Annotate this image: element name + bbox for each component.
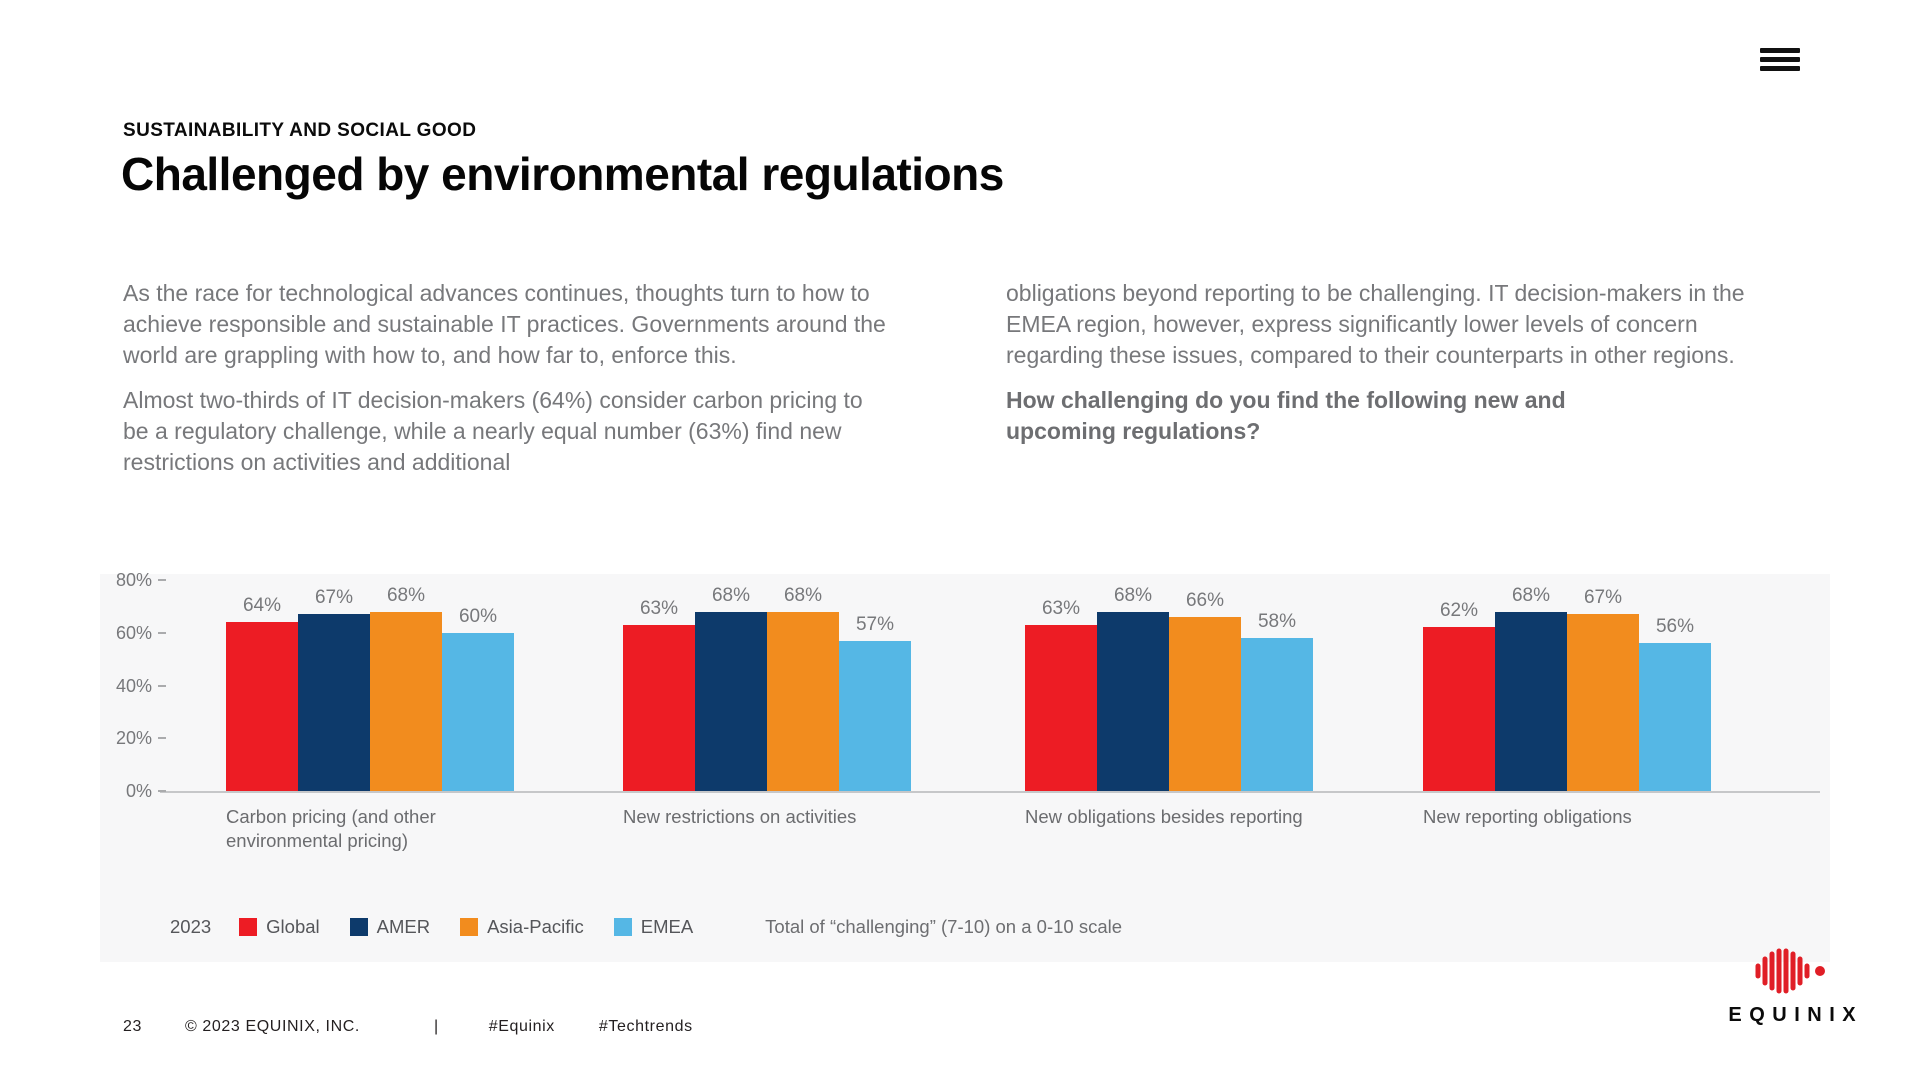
category-label: New obligations besides reporting [1025,806,1303,827]
equinix-logo-mark-icon [1755,948,1825,994]
legend-swatch [239,918,258,936]
bar-group [623,574,911,791]
legend-swatch [613,918,632,936]
bar-global [623,625,695,791]
page-number: 23 [123,1018,142,1035]
category-label: New restrictions on activities [623,806,857,827]
bar-value-label: 58% [1257,611,1297,632]
legend-items: Global AMER Asia-Pacific EMEA [239,916,723,938]
legend-year-label: 2023 [170,916,212,937]
intro-paragraph-1: As the race for technological advances c… [123,280,886,368]
bar-emea [1241,638,1313,791]
hamburger-menu-icon[interactable] [1760,48,1800,71]
bar-value-label: 66% [1185,590,1225,611]
bar-value-label: 68% [711,585,751,606]
page-title: Challenged by environmental regulations [121,148,1004,200]
bar-value-label: 68% [1113,585,1153,606]
y-axis-tick-mark [158,737,166,740]
bar-value-label: 68% [386,585,426,606]
bar-asia-pacific [767,612,839,791]
legend-swatch [349,918,368,936]
copyright-text: © 2023 EQUINIX, INC. [185,1018,360,1035]
footer-separator: | [433,1018,439,1035]
equinix-wordmark: EQUINIX [1728,1004,1864,1026]
legend-item-emea: EMEA [613,916,694,938]
bar-amer [695,612,767,791]
bar-value-label: 63% [639,598,679,619]
bar-value-label: 60% [458,606,498,627]
bar-emea [442,633,514,791]
bar-value-label: 62% [1439,600,1479,621]
bar-emea [839,641,911,791]
survey-question: How challenging do you find the followin… [1006,387,1566,444]
equinix-logo: EQUINIX [1712,946,1872,1027]
bar-global [1025,625,1097,791]
bar-value-label: 68% [783,585,823,606]
menu-bar [1760,57,1800,62]
bar-global [1423,627,1495,791]
y-axis-tick-label: 60% [115,622,152,643]
bar-value-label: 63% [1041,598,1081,619]
hashtag-techtrends: #Techtrends [598,1018,693,1035]
y-axis-tick-mark [158,631,166,634]
legend-label: AMER [376,916,431,937]
bar-asia-pacific [1567,614,1639,791]
hashtag-equinix: #Equinix [488,1018,555,1035]
bar-amer [1097,612,1169,791]
bar-value-label: 56% [1655,616,1695,637]
category-label: New reporting obligations [1423,806,1632,827]
bar-emea [1639,643,1711,791]
y-axis-tick-mark [158,684,166,687]
section-kicker: SUSTAINABILITY AND SOCIAL GOOD [123,120,477,141]
menu-bar [1760,66,1800,71]
bar-group [1423,574,1711,791]
legend-label: Asia-Pacific [487,916,584,937]
y-axis-tick-mark [158,579,166,581]
bar-value-label: 67% [1583,587,1623,608]
bar-amer [298,614,370,791]
intro-paragraph-3: obligations beyond reporting to be chall… [1006,280,1745,368]
legend-item-global: Global [239,916,320,938]
y-axis-tick-mark [158,790,166,792]
x-axis-line [160,791,1820,793]
legend-swatch [460,918,479,936]
intro-paragraph-2: Almost two-thirds of IT decision-makers … [123,387,863,475]
bar-amer [1495,612,1567,791]
footer: 23 © 2023 EQUINIX, INC. | #Equinix #Tech… [123,1018,737,1036]
y-axis-tick-label: 80% [115,570,152,590]
category-label: Carbon pricing (and other environmental … [226,806,436,851]
legend-item-amer: AMER [349,916,431,938]
bar-value-label: 67% [314,587,354,608]
legend-item-asia-pacific: Asia-Pacific [460,916,584,938]
legend-label: Global [266,916,320,937]
bar-value-label: 57% [855,614,895,635]
bar-global [226,622,298,791]
intro-left-column: As the race for technological advances c… [123,278,893,492]
y-axis-tick-label: 20% [115,728,152,749]
bar-group [226,574,514,791]
menu-bar [1760,48,1800,53]
bar-asia-pacific [370,612,442,791]
bar-asia-pacific [1169,617,1241,791]
bar-group [1025,574,1313,791]
intro-right-column: obligations beyond reporting to be chall… [1006,278,1796,461]
bar-value-label: 64% [242,595,282,616]
y-axis-tick-label: 40% [115,675,152,696]
legend-label: EMEA [640,916,694,937]
chart-panel: 2023 Global AMER Asia-Pacific EMEA Total of… [100,570,1830,962]
chart-legend: 2023 Global AMER Asia-Pacific EMEA Total of… [170,916,1122,938]
bar-value-label: 68% [1511,585,1551,606]
y-axis-tick-label: 0% [125,781,152,801]
legend-note: Total of “challenging” (7-10) on a 0-10 … [765,916,1123,937]
